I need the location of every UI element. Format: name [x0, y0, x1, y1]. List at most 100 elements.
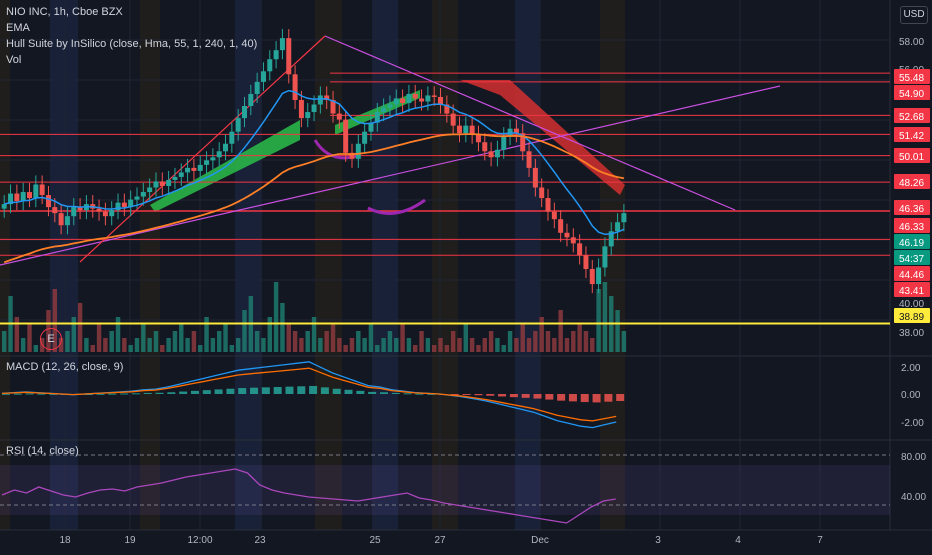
macd-histogram-bar	[238, 388, 247, 394]
volume-bar	[413, 345, 418, 352]
candle-body	[570, 237, 576, 244]
drawing-lines	[0, 35, 890, 325]
candle-body	[115, 202, 121, 211]
candle-body	[615, 222, 621, 232]
volume-bar	[419, 331, 424, 352]
macd-histogram-bar	[580, 394, 589, 403]
macd-histogram-bar	[155, 392, 164, 394]
macd-histogram-bar	[37, 393, 46, 395]
hull-arc	[367, 198, 426, 215]
macd-histogram-bar	[131, 393, 140, 395]
hull-band-red	[460, 80, 625, 195]
volume-bar	[545, 331, 551, 352]
macd-legend-label[interactable]: MACD (12, 26, close, 9)	[6, 361, 124, 373]
candle-body	[444, 104, 450, 114]
price-tag	[894, 127, 930, 142]
price-axis: 58.0056.0040.0038.0055.4854.9052.6851.42…	[894, 37, 930, 503]
candle-body	[134, 196, 140, 200]
price-tick-label: 38.00	[899, 328, 924, 339]
volume-bar	[254, 331, 260, 352]
candle-body	[469, 125, 475, 135]
ema-legend-label[interactable]: EMA	[6, 22, 30, 34]
price-tag-label: 46.33	[899, 222, 924, 233]
candle-body	[166, 179, 172, 186]
volume-bar	[235, 338, 241, 352]
candle-body	[45, 195, 51, 208]
macd-histogram-bar	[49, 393, 58, 395]
volume-bar	[286, 324, 291, 352]
price-tag	[894, 69, 930, 84]
price-tag-label: 48.26	[899, 178, 924, 189]
macd-histogram-bar	[344, 389, 353, 394]
indicator-tick-label: 80.00	[901, 452, 926, 463]
vol-legend-label[interactable]: Vol	[6, 54, 22, 66]
macd-histogram-bar	[356, 390, 365, 394]
rsi-pane	[0, 454, 890, 524]
volume-bar	[457, 338, 462, 352]
candle-body	[621, 213, 627, 223]
macd-histogram-bar	[415, 393, 424, 395]
ema-fast-line	[4, 89, 625, 236]
volume-bar	[590, 338, 595, 352]
candle-body	[140, 192, 146, 197]
macd-histogram-bar	[143, 392, 152, 394]
candle-body	[178, 172, 184, 177]
candle-body	[27, 192, 33, 199]
volume-bar	[539, 317, 544, 352]
rsi-legend-label[interactable]: RSI (14, close)	[6, 445, 79, 457]
currency-button[interactable]: USD	[900, 6, 928, 24]
volume-bar	[552, 338, 557, 352]
volume-bar	[280, 303, 285, 352]
candle-body	[608, 231, 614, 247]
candle-body	[191, 167, 197, 171]
volume-bar	[400, 324, 405, 352]
volume-bar	[52, 289, 58, 352]
ema-slow-line	[3, 133, 625, 264]
price-tag	[894, 108, 930, 123]
volume-bar	[311, 317, 317, 352]
candle-body	[317, 95, 323, 105]
candle-body	[419, 98, 425, 102]
candle-body	[121, 202, 127, 208]
macd-histogram-bar	[320, 387, 329, 394]
volume-bar	[349, 338, 355, 352]
candle-body	[425, 95, 431, 102]
candle-body	[216, 151, 222, 158]
time-tick-label: Dec	[531, 535, 549, 546]
volume-bar	[381, 338, 386, 352]
volume-bar	[615, 310, 620, 352]
hull-legend-label[interactable]: Hull Suite by InSilico (close, Hma, 55, …	[6, 38, 258, 50]
candle-body	[64, 216, 70, 226]
volume-bar	[387, 331, 393, 352]
candle-body	[393, 98, 399, 105]
candle-body	[39, 184, 45, 196]
price-tag	[894, 200, 930, 215]
macd-histogram-bar	[190, 390, 199, 394]
volume-bar	[191, 331, 197, 352]
price-tag	[894, 174, 930, 189]
indicator-tick-label: 0.00	[901, 390, 921, 401]
price-tag	[894, 282, 930, 297]
volume-bar	[90, 345, 95, 352]
volume-bar	[179, 324, 184, 352]
volume-bar	[564, 338, 570, 352]
candle-body	[330, 99, 336, 114]
grid-lines	[0, 0, 932, 531]
volume-bar	[520, 324, 525, 352]
macd-histogram-bar	[179, 391, 188, 394]
volume-bar	[223, 324, 228, 352]
candle-body	[248, 93, 254, 107]
volume-bar	[526, 338, 532, 352]
price-tag-label: 52.68	[899, 112, 924, 123]
symbol-title[interactable]: NIO INC, 1h, Cboe BZX	[6, 6, 123, 18]
earnings-badge[interactable]: E	[40, 328, 62, 350]
time-tick-label: 3	[655, 535, 661, 546]
candle-body	[343, 119, 349, 153]
volume-bar	[185, 338, 190, 352]
price-tag-label: 55.48	[899, 73, 924, 84]
candle-body	[33, 184, 39, 199]
volume-bar	[122, 338, 127, 352]
macd-histogram-bar	[167, 392, 176, 394]
